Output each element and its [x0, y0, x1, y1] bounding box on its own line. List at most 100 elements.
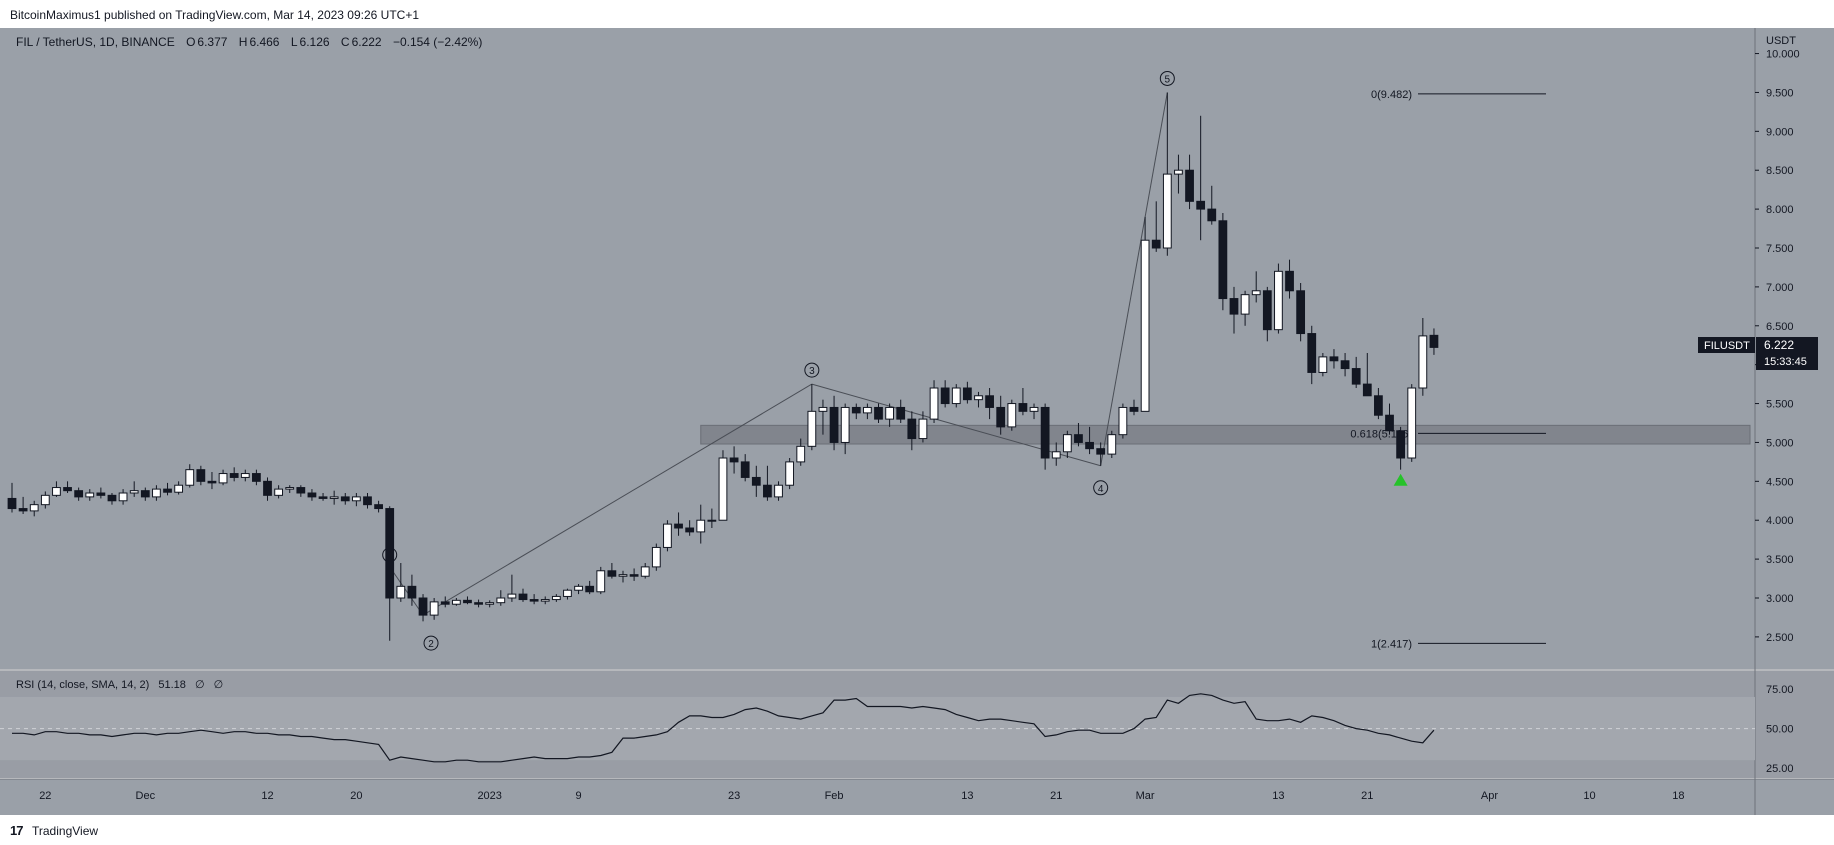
price-tick-label: 8.000: [1766, 204, 1794, 216]
wave-label: 3: [809, 366, 815, 377]
candle-body: [929, 387, 939, 420]
price-label-bg: [1756, 337, 1818, 370]
time-axis-label: 18: [1672, 790, 1684, 802]
candle-body: [218, 473, 228, 484]
candle-body: [207, 480, 217, 484]
rsi-legend[interactable]: RSI (14, close, SMA, 14, 2) 51.18 ∅ ∅: [16, 679, 223, 691]
candle-body: [740, 461, 750, 478]
tradingview-logo: 17: [10, 823, 24, 838]
candle-body: [196, 469, 206, 482]
buy-signal-marker: [1393, 473, 1408, 486]
publisher-line: BitcoinMaximus1 published on TradingView…: [10, 8, 420, 22]
candle-body: [1340, 360, 1350, 370]
time-axis-label: 13: [1272, 790, 1284, 802]
candle-body: [1240, 294, 1250, 315]
candle-body: [340, 496, 350, 502]
support-zone: [700, 424, 1751, 445]
candle-body: [163, 488, 172, 493]
candle-body: [1285, 270, 1294, 292]
candle-body: [351, 496, 361, 502]
candle-body: [1251, 290, 1261, 296]
candle-body: [818, 406, 828, 412]
symbol-legend[interactable]: FIL / TetherUS, 1D, BINANCE O 6.377 H 6.46…: [16, 35, 482, 49]
last-price-badge[interactable]: FILUSDT 6.222 15:33:45: [1698, 337, 1818, 370]
candle-body: [7, 497, 17, 510]
price-tick-label: 7.000: [1766, 282, 1794, 294]
time-axis-label: 21: [1361, 790, 1373, 802]
change-value: −0.154 (−2.42%): [393, 35, 482, 49]
candle-body: [1040, 406, 1050, 459]
candle-body: [463, 599, 472, 604]
candle-body: [596, 570, 606, 593]
fib-level-label: 0(9.482): [1371, 89, 1412, 101]
trading-chart[interactable]: 0(9.482)0.618(5.116)1(2.417) 12345 75.00…: [0, 28, 1834, 815]
candle-body: [174, 484, 184, 493]
price-tick-label: 9.000: [1766, 126, 1794, 138]
candle-body: [40, 494, 50, 506]
close-label: C: [341, 35, 350, 49]
wave-label: 2: [428, 639, 434, 650]
candle-body: [229, 473, 239, 478]
candle-body: [529, 599, 539, 602]
candle-body: [1185, 169, 1194, 202]
candle-body: [840, 406, 850, 443]
candle-body: [1196, 200, 1206, 210]
candle-body: [896, 406, 906, 420]
footer-bar: 17 TradingView: [0, 815, 1834, 845]
candle-body: [1318, 356, 1328, 373]
candle-body: [907, 418, 917, 440]
low-label: L: [291, 35, 298, 49]
candle-body: [729, 457, 739, 463]
rsi-axis[interactable]: [1755, 671, 1834, 778]
candle-body: [1096, 448, 1106, 455]
candle-body: [551, 595, 561, 601]
ticker-label-bg: [1698, 337, 1755, 353]
candle-body: [363, 496, 372, 506]
candle-body: [1140, 239, 1150, 412]
rsi-na-1: ∅: [195, 679, 205, 691]
time-axis-label: 10: [1583, 790, 1595, 802]
candle-body: [107, 494, 117, 502]
candle-body: [863, 406, 872, 414]
time-axis-label: 9: [575, 790, 581, 802]
price-tick-label: 4.500: [1766, 476, 1794, 488]
candle-body: [1029, 406, 1039, 412]
candle-body: [252, 473, 261, 482]
candle-body: [618, 574, 628, 577]
candle-body: [674, 523, 683, 529]
candle-body: [385, 508, 395, 599]
candle-body: [574, 585, 583, 591]
publisher-bar: BitcoinMaximus1 published on TradingView…: [0, 0, 1834, 28]
time-axis[interactable]: [0, 779, 1834, 815]
candle-body: [1429, 334, 1439, 348]
time-axis-label: Mar: [1136, 790, 1155, 802]
candle-body: [629, 574, 639, 577]
candle-body: [507, 593, 517, 599]
candle-body: [985, 395, 994, 408]
axis-currency: USDT: [1766, 35, 1796, 47]
candle-body: [263, 480, 272, 496]
countdown-value: 15:33:45: [1764, 356, 1807, 368]
candle-body: [1051, 451, 1061, 459]
price-tick-label: 3.500: [1766, 554, 1794, 566]
price-tick-label: 5.000: [1766, 437, 1794, 449]
candle-body: [374, 504, 383, 510]
candle-body: [751, 476, 761, 486]
wave-label-circle: [804, 362, 820, 378]
candle-body: [140, 490, 150, 498]
price-tick-label: 2.500: [1766, 632, 1794, 644]
price-tick-label: 3.000: [1766, 593, 1794, 605]
candle-body: [1407, 387, 1417, 459]
candle-body: [996, 406, 1006, 428]
price-pane[interactable]: [0, 28, 1755, 669]
rsi-tick-label: 50.00: [1766, 724, 1794, 736]
candle-body: [451, 599, 461, 605]
candle-body: [1107, 434, 1117, 455]
candle-body: [640, 566, 650, 577]
candle-body: [1296, 290, 1306, 335]
candle-body: [1362, 383, 1372, 397]
candle-body: [29, 504, 39, 512]
candle-body: [718, 457, 728, 521]
rsi-band: [0, 696, 1755, 761]
price-tick-label: 8.500: [1766, 165, 1794, 177]
